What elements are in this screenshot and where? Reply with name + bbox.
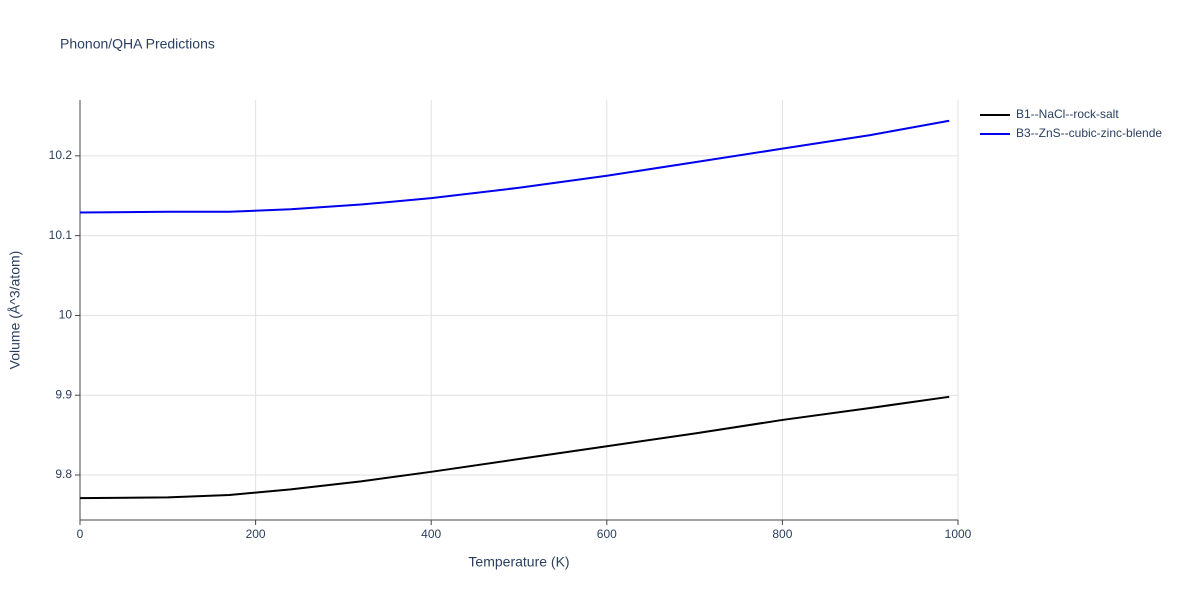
- x-axis-title: Temperature (K): [468, 554, 569, 570]
- line-series: [79, 395, 950, 500]
- legend-label[interactable]: B1--NaCl--rock-salt: [1016, 107, 1119, 121]
- y-tick-label: 9.9: [55, 387, 72, 401]
- x-tick-label: 1000: [945, 527, 972, 541]
- x-tick-label: 400: [421, 527, 441, 541]
- y-axis-title: Volume (Å^3/atom): [7, 251, 23, 370]
- y-tick-label: 10: [59, 308, 73, 322]
- legend-label[interactable]: B3--ZnS--cubic-zinc-blende: [1016, 126, 1162, 140]
- chart-title: Phonon/QHA Predictions: [60, 36, 215, 52]
- x-tick-label: 600: [597, 527, 617, 541]
- x-tick-label: 800: [772, 527, 792, 541]
- y-tick-label: 9.8: [55, 467, 72, 481]
- x-tick-label: 200: [246, 527, 266, 541]
- line-series: [79, 119, 950, 214]
- y-tick-label: 10.1: [49, 228, 73, 242]
- x-tick-label: 0: [77, 527, 84, 541]
- y-tick-label: 10.2: [49, 148, 73, 162]
